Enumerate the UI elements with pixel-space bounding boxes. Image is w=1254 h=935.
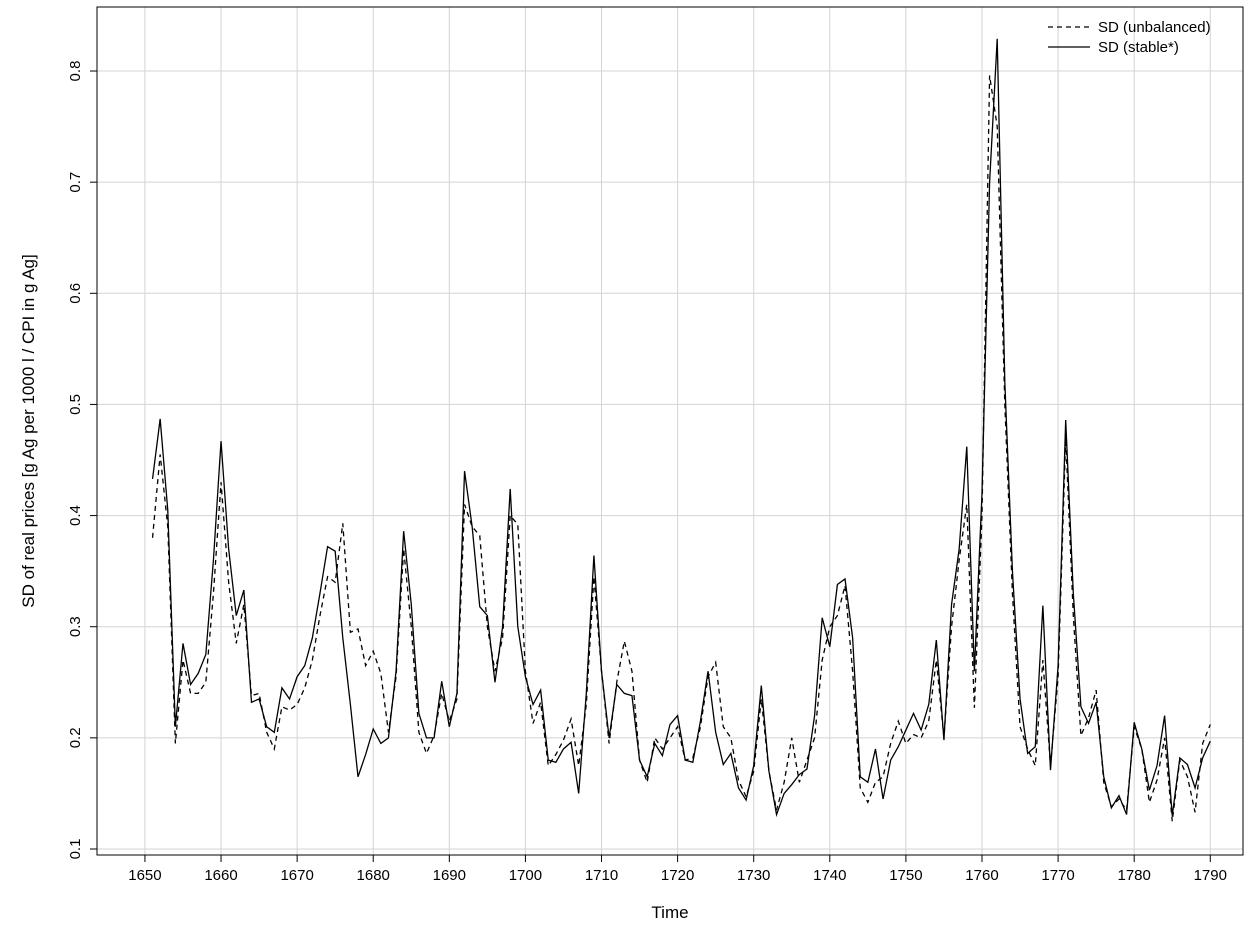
legend-label: SD (unbalanced) xyxy=(1098,19,1211,36)
x-tick-label: 1740 xyxy=(813,867,846,884)
x-tick-label: 1760 xyxy=(965,867,998,884)
x-tick-label: 1660 xyxy=(204,867,237,884)
y-tick-label: 0.1 xyxy=(67,839,84,860)
y-tick-label: 0.5 xyxy=(67,394,84,415)
x-tick-label: 1670 xyxy=(280,867,313,884)
x-tick-label: 1770 xyxy=(1041,867,1074,884)
legend-label: SD (stable*) xyxy=(1098,39,1179,56)
y-tick-label: 0.2 xyxy=(67,727,84,748)
x-tick-label: 1780 xyxy=(1117,867,1150,884)
x-tick-label: 1710 xyxy=(585,867,618,884)
series-line xyxy=(151,38,1211,818)
y-tick-label: 0.3 xyxy=(67,616,84,637)
y-tick-label: 0.8 xyxy=(67,61,84,82)
x-tick-label: 1730 xyxy=(737,867,770,884)
y-axis-label: SD of real prices [g Ag per 1000 l / CPI… xyxy=(19,254,38,607)
y-tick-label: 0.6 xyxy=(67,283,84,304)
x-tick-label: 1700 xyxy=(509,867,542,884)
x-tick-label: 1720 xyxy=(661,867,694,884)
x-tick-label: 1750 xyxy=(889,867,922,884)
series-line xyxy=(151,75,1211,822)
x-tick-label: 1690 xyxy=(433,867,466,884)
x-axis-label: Time xyxy=(651,903,688,922)
y-tick-label: 0.7 xyxy=(67,172,84,193)
plot-frame xyxy=(96,6,1244,856)
x-tick-label: 1790 xyxy=(1194,867,1227,884)
y-tick-label: 0.4 xyxy=(67,505,84,526)
x-tick-label: 1680 xyxy=(357,867,390,884)
x-tick-label: 1650 xyxy=(128,867,161,884)
